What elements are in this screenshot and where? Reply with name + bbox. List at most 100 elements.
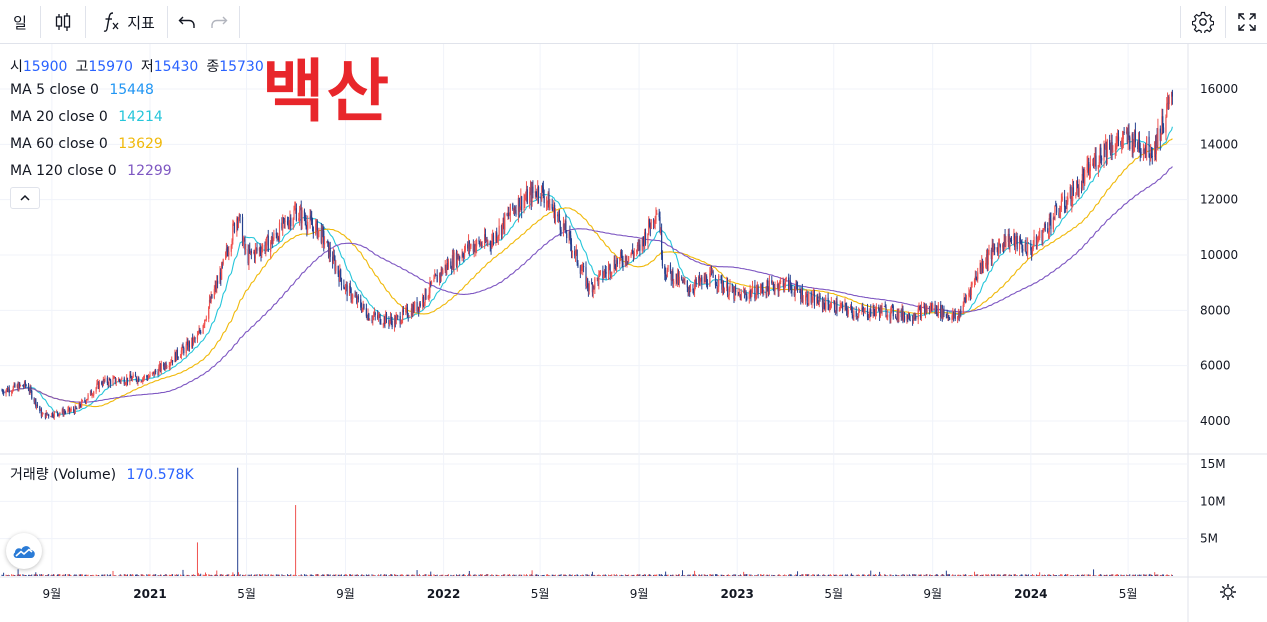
volume-bar: [158, 575, 160, 576]
candle-body: [1018, 237, 1021, 250]
volume-bar: [222, 574, 224, 576]
volume-bar: [147, 575, 149, 576]
legend-collapse-button[interactable]: [10, 187, 40, 209]
volume-bar: [789, 574, 791, 576]
candle-body: [694, 279, 696, 285]
volume-bar: [883, 574, 885, 576]
candle-body: [799, 290, 801, 293]
candle-body: [171, 360, 174, 363]
redo-button[interactable]: [206, 0, 232, 44]
volume-bar: [1154, 572, 1156, 576]
volume-bar: [975, 575, 977, 576]
volume-bar: [1122, 575, 1124, 576]
candle-body: [52, 416, 55, 418]
volume-bar: [1168, 575, 1170, 576]
candle-body: [649, 226, 651, 230]
volume-bar: [451, 575, 453, 576]
candle-body: [648, 219, 650, 234]
candle-body: [1105, 141, 1107, 150]
interval-button[interactable]: 일: [13, 13, 27, 32]
candle-body: [551, 203, 553, 209]
candle-body: [428, 292, 430, 296]
candle-body: [142, 377, 145, 379]
price-chart[interactable]: 400060008000100001200014000160005M10M15M…: [0, 44, 1267, 622]
volume-bar: [1072, 575, 1074, 576]
settings-button[interactable]: [1184, 0, 1222, 44]
candle-body: [717, 286, 719, 288]
volume-bar: [686, 575, 688, 576]
volume-bar: [969, 575, 971, 576]
candle-body: [625, 255, 627, 263]
volume-bar: [407, 574, 409, 576]
candle-body: [793, 292, 795, 296]
volume-bar: [540, 575, 542, 576]
candle-body: [759, 289, 762, 293]
candle-body: [450, 261, 452, 269]
volume-bar: [897, 575, 899, 576]
tradingview-logo-button[interactable]: [6, 533, 42, 569]
volume-bar: [844, 575, 846, 577]
candle-body: [783, 280, 785, 290]
fullscreen-button[interactable]: [1228, 0, 1266, 44]
candle-body: [1125, 131, 1128, 133]
volume-bar: [306, 575, 308, 576]
candle-body: [924, 308, 927, 314]
candle-body: [693, 290, 695, 292]
volume-bar: [402, 575, 404, 576]
volume-bar: [169, 574, 171, 576]
volume-bar: [469, 574, 471, 576]
volume-bar: [96, 575, 98, 576]
volume-bar: [300, 574, 302, 576]
volume-bar: [915, 574, 917, 576]
volume-bar: [1043, 574, 1045, 576]
candle-body: [829, 307, 832, 309]
candle-body: [632, 249, 634, 253]
volume-bar: [209, 574, 211, 576]
candle-body: [1053, 217, 1055, 220]
volume-bar: [489, 575, 491, 576]
volume-bar: [166, 574, 168, 576]
volume-bar: [907, 575, 909, 576]
candle-body: [25, 385, 27, 387]
volume-bar: [530, 574, 532, 576]
volume-bar: [773, 574, 775, 576]
candle-body: [192, 337, 194, 345]
candle-body: [813, 293, 816, 306]
candle-body: [202, 325, 204, 334]
volume-bar: [513, 574, 515, 576]
candle-body: [311, 224, 314, 227]
candle-body: [1025, 243, 1027, 253]
volume-bar: [439, 575, 441, 576]
candle-body: [937, 304, 939, 316]
volume-bar: [546, 574, 548, 576]
volume-bar: [948, 574, 950, 576]
indicators-button[interactable]: 지표: [92, 0, 164, 44]
candle-body: [825, 297, 827, 310]
volume-bar: [219, 574, 221, 576]
volume-bar: [497, 575, 499, 576]
volume-bar: [28, 574, 30, 576]
candle-body: [340, 269, 342, 279]
volume-bar: [638, 574, 640, 576]
candle-body: [1070, 186, 1072, 205]
volume-bar: [377, 574, 379, 576]
candle-body: [901, 308, 903, 318]
chart-type-button[interactable]: [41, 0, 85, 44]
candle-body: [1037, 238, 1039, 240]
volume-bar: [998, 574, 1000, 576]
candle-body: [219, 272, 221, 284]
volume-bar: [476, 574, 478, 576]
candle-body: [1142, 149, 1145, 155]
volume-bar: [350, 574, 352, 576]
candle-body: [665, 276, 668, 278]
undo-button[interactable]: [174, 0, 200, 44]
candle-body: [1055, 205, 1057, 207]
candle-body: [126, 377, 129, 383]
volume-bar: [504, 574, 506, 576]
volume-bar: [957, 574, 959, 576]
candle-body: [1117, 136, 1120, 142]
volume-bar: [879, 571, 881, 576]
volume-bar: [1025, 574, 1027, 576]
candle-body: [315, 220, 318, 224]
candle-body: [256, 248, 258, 251]
